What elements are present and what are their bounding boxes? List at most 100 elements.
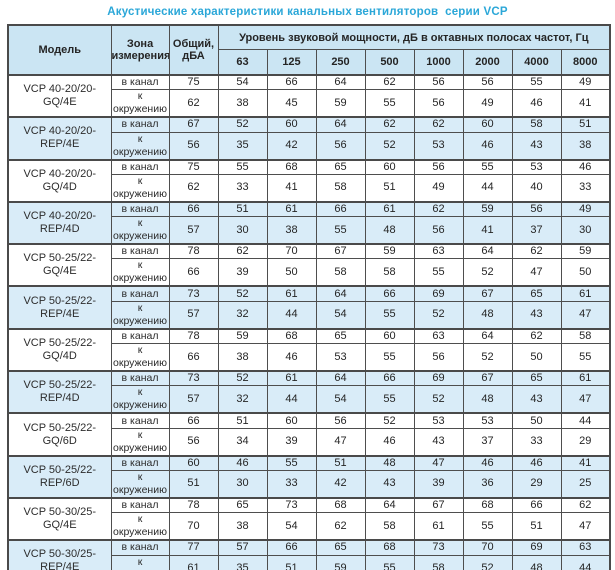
table-row: к окружению 66 38 46 53 55 56 52 50 55 xyxy=(8,343,611,372)
spl-value-250hz: 42 xyxy=(315,469,366,499)
table-row: к окружению 57 30 38 55 48 56 41 37 30 xyxy=(8,216,611,245)
model-name: VCP 50-30/25-GQ/4E xyxy=(7,496,112,541)
spl-value-125hz: 73 xyxy=(266,496,317,514)
spl-value-1000hz: 69 xyxy=(413,285,464,302)
model-name: VCP 40-20/20-GQ/4E xyxy=(7,73,112,118)
zone-label: к окружению xyxy=(110,258,170,287)
table-row: VCP 50-25/22-REP/6D в канал 60 46 55 51 48 47 46… xyxy=(7,454,611,499)
table-row: к окружению 62 33 41 58 51 49 44 40 33 xyxy=(8,173,611,203)
spl-value-125hz: 50 xyxy=(266,258,317,287)
zone-label: в канал xyxy=(110,327,170,345)
spl-value-125hz: 44 xyxy=(266,385,317,414)
spl-value-8000hz: 47 xyxy=(560,385,611,414)
spl-value-500hz: 48 xyxy=(364,216,415,245)
spl-value-125hz: 61 xyxy=(266,370,317,387)
table-row: VCP 50-30/25-GQ/4E в канал 78 65 73 68 64 67 68 6… xyxy=(7,496,611,541)
spl-value-500hz: 59 xyxy=(364,243,415,260)
spl-value-125hz: 44 xyxy=(266,300,317,330)
spl-value-250hz: 58 xyxy=(315,258,366,287)
spl-value-4000hz: 62 xyxy=(511,243,562,260)
spl-value-1000hz: 53 xyxy=(413,131,464,161)
spl-value-4000hz: 46 xyxy=(511,89,562,118)
spl-value-8000hz: 50 xyxy=(560,258,611,287)
spl-value-63hz: 51 xyxy=(217,412,268,429)
spl-value-250hz: 56 xyxy=(315,131,366,161)
table-row: к окружению 57 32 44 54 55 52 48 43 47 xyxy=(8,385,611,414)
zone-label: к окружению xyxy=(110,385,170,414)
model-name: VCP 50-25/22-GQ/6D xyxy=(7,412,112,457)
table-row: к окружению613551595558524844 xyxy=(8,554,611,570)
spl-value-4000hz: 43 xyxy=(511,300,562,330)
spl-value-500hz: 62 xyxy=(364,74,415,91)
zone-label: к окружению xyxy=(110,216,170,245)
spl-value-2000hz: 48 xyxy=(462,385,513,414)
spl-value-8000hz: 51 xyxy=(560,116,611,133)
total-dba-value: 66 xyxy=(168,343,219,372)
spl-value-2000hz: 49 xyxy=(462,89,513,118)
spl-value-1000hz: 62 xyxy=(413,116,464,133)
spl-value-250hz: 66 xyxy=(315,200,366,218)
total-dba-value: 62 xyxy=(168,173,219,203)
spl-value-63hz: 35 xyxy=(217,131,268,161)
total-dba-value: 70 xyxy=(168,512,219,541)
spl-value-125hz: 41 xyxy=(266,173,317,203)
spl-value-250hz: 53 xyxy=(315,343,366,372)
spl-value-63hz: 55 xyxy=(217,158,268,175)
spl-value-125hz: 33 xyxy=(266,469,317,499)
header-row-main: Модель Зона измерения Общий, дБА Уровень… xyxy=(7,24,611,76)
spl-value-2000hz: 60 xyxy=(462,116,513,133)
spl-value-250hz: 64 xyxy=(315,74,366,91)
spl-value-125hz: 60 xyxy=(266,116,317,133)
total-dba-value: 57 xyxy=(168,385,219,414)
column-header-freq-500: 500 xyxy=(364,49,415,76)
spl-value-250hz: 54 xyxy=(315,385,366,414)
spl-value-1000hz: 56 xyxy=(413,89,464,118)
spl-value-2000hz: 67 xyxy=(462,370,513,387)
spl-value-8000hz: 49 xyxy=(560,200,611,218)
spl-value-8000hz: 29 xyxy=(560,427,611,457)
total-dba-value: 78 xyxy=(168,496,219,514)
spl-value-8000hz: 47 xyxy=(560,512,611,541)
total-dba-value: 57 xyxy=(168,216,219,245)
spl-value-4000hz: 65 xyxy=(511,370,562,387)
zone-label: в канал xyxy=(110,116,170,133)
spl-value-4000hz: 33 xyxy=(511,427,562,457)
spl-value-1000hz: 69 xyxy=(413,370,464,387)
spl-value-2000hz: 46 xyxy=(462,454,513,471)
spl-value-8000hz: 63 xyxy=(560,539,611,556)
spl-value-500hz: 68 xyxy=(364,539,415,556)
spl-value-125hz: 61 xyxy=(266,200,317,218)
spl-value-500hz: 55 xyxy=(364,300,415,330)
spl-value-2000hz: 64 xyxy=(462,243,513,260)
spl-value-250hz: 59 xyxy=(315,89,366,118)
spl-value-2000hz: 55 xyxy=(462,512,513,541)
zone-label: в канал xyxy=(110,200,170,218)
spl-value-8000hz: 30 xyxy=(560,216,611,245)
spl-value-1000hz: 56 xyxy=(413,158,464,175)
zone-label: к окружению xyxy=(110,512,170,541)
spl-value-2000hz: 52 xyxy=(462,554,513,570)
spl-value-125hz: 39 xyxy=(266,427,317,457)
zone-label: в канал xyxy=(110,158,170,175)
total-dba-value: 62 xyxy=(168,89,219,118)
spl-value-250hz: 59 xyxy=(315,554,366,570)
total-dba-value: 73 xyxy=(168,285,219,302)
spl-value-4000hz: 37 xyxy=(511,216,562,245)
zone-label: в канал xyxy=(110,243,170,260)
spl-value-125hz: 45 xyxy=(266,89,317,118)
spl-value-250hz: 64 xyxy=(315,116,366,133)
spl-value-63hz: 52 xyxy=(217,370,268,387)
spl-value-4000hz: 40 xyxy=(511,173,562,203)
spl-value-1000hz: 53 xyxy=(413,412,464,429)
spl-value-250hz: 65 xyxy=(315,158,366,175)
spl-value-1000hz: 52 xyxy=(413,300,464,330)
spl-value-2000hz: 36 xyxy=(462,469,513,499)
column-header-freq-2000: 2000 xyxy=(462,49,513,76)
spl-value-63hz: 32 xyxy=(217,385,268,414)
spl-value-4000hz: 51 xyxy=(511,512,562,541)
table-row: к окружению 62 38 45 59 55 56 49 46 41 xyxy=(8,89,611,118)
table-header: Модель Зона измерения Общий, дБА Уровень… xyxy=(7,24,611,76)
spl-value-1000hz: 63 xyxy=(413,243,464,260)
spl-value-500hz: 60 xyxy=(364,158,415,175)
